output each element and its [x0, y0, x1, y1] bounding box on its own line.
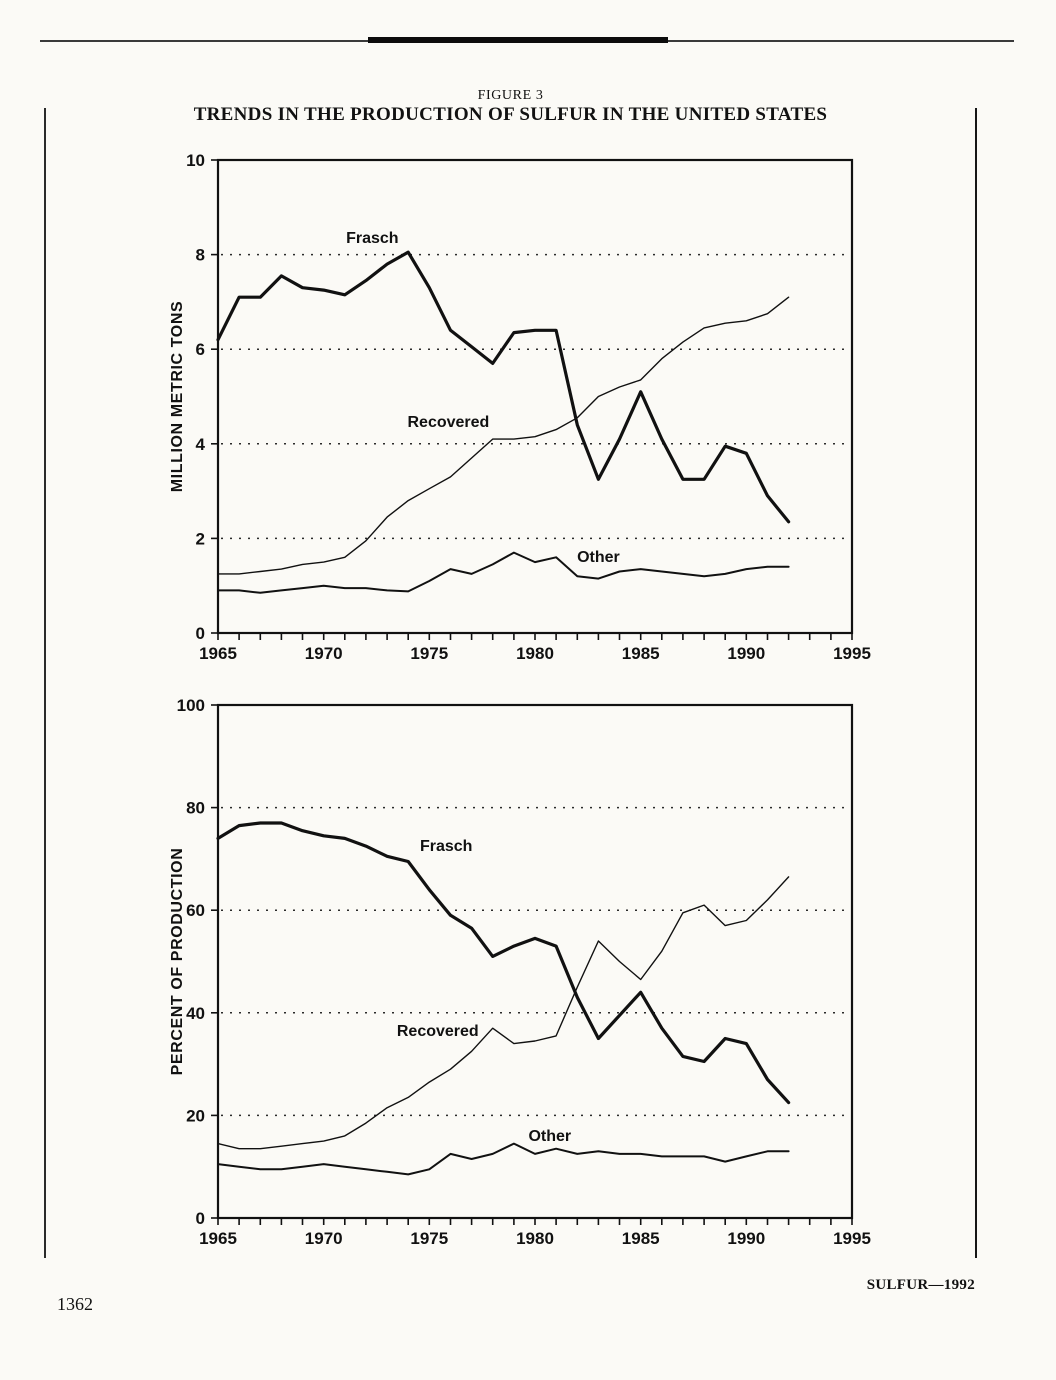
x-tick-label: 1985: [622, 644, 660, 663]
x-tick-label: 1965: [199, 1229, 237, 1248]
x-tick-label: 1990: [727, 1229, 765, 1248]
x-tick-label: 1975: [410, 644, 448, 663]
other-line: [217, 1142, 790, 1176]
y-tick-label: 80: [186, 799, 205, 818]
y-tick-label: 4: [196, 435, 206, 454]
y-tick-label: 6: [196, 340, 205, 359]
x-tick-label: 1970: [305, 644, 343, 663]
y-tick-label: 8: [196, 246, 205, 265]
x-tick-label: 1975: [410, 1229, 448, 1248]
figure-frame: [44, 108, 977, 1258]
percent-of-production-chart: 1965 1970 1975 1980 1985 1990 1995 0 20 40 60 80 100…: [120, 680, 890, 1255]
recovered-series-label: Recovered: [397, 1023, 479, 1040]
x-tick-label: 1965: [199, 644, 237, 663]
other-line: [217, 551, 790, 594]
recovered-line: [217, 876, 790, 1150]
y-tick-label: 60: [186, 901, 205, 920]
frasch-line: [216, 821, 791, 1105]
frasch-line: [216, 250, 791, 524]
other-series-label: Other: [528, 1128, 571, 1145]
x-tick-label: 1985: [622, 1229, 660, 1248]
x-tick-label: 1995: [833, 1229, 871, 1248]
frasch-series-label: Frasch: [346, 230, 398, 247]
y-tick-label: 100: [177, 696, 205, 715]
x-tick-label: 1990: [727, 644, 765, 663]
y-tick-label: 40: [186, 1004, 205, 1023]
recovered-line: [217, 296, 790, 575]
y-axis-title: PERCENT OF PRODUCTION: [169, 848, 186, 1076]
page-number: 1362: [57, 1294, 93, 1314]
running-footer: SULFUR—1992: [866, 1277, 975, 1293]
y-tick-label: 2: [196, 529, 205, 548]
x-tick-label: 1980: [516, 644, 554, 663]
y-tick-label: 0: [196, 624, 205, 643]
other-series-label: Other: [577, 549, 620, 566]
recovered-series-label: Recovered: [407, 414, 489, 431]
million-metric-tons-chart: 1965 1970 1975 1980 1985 1990 1995 0 2 4 6 8 10 MILLI…: [120, 140, 890, 670]
y-tick-label: 0: [196, 1209, 205, 1228]
figure-label: FIGURE 3: [477, 88, 544, 103]
y-tick-label: 20: [186, 1106, 205, 1125]
frasch-series-label: Frasch: [420, 838, 472, 855]
figure-title: TRENDS IN THE PRODUCTION OF SULFUR IN TH…: [193, 104, 828, 125]
header-rule-thick: [368, 37, 668, 43]
x-tick-label: 1970: [305, 1229, 343, 1248]
y-axis-title: MILLION METRIC TONS: [169, 301, 186, 493]
million-metric-tons-chart-svg: 1965 1970 1975 1980 1985 1990 1995 0 2 4 6 8 10 MILLI…: [169, 151, 871, 663]
percent-of-production-chart-svg: 1965 1970 1975 1980 1985 1990 1995 0 20 40 60 80 100…: [169, 696, 871, 1248]
x-tick-label: 1980: [516, 1229, 554, 1248]
x-tick-label: 1995: [833, 644, 871, 663]
y-tick-label: 10: [186, 151, 205, 170]
